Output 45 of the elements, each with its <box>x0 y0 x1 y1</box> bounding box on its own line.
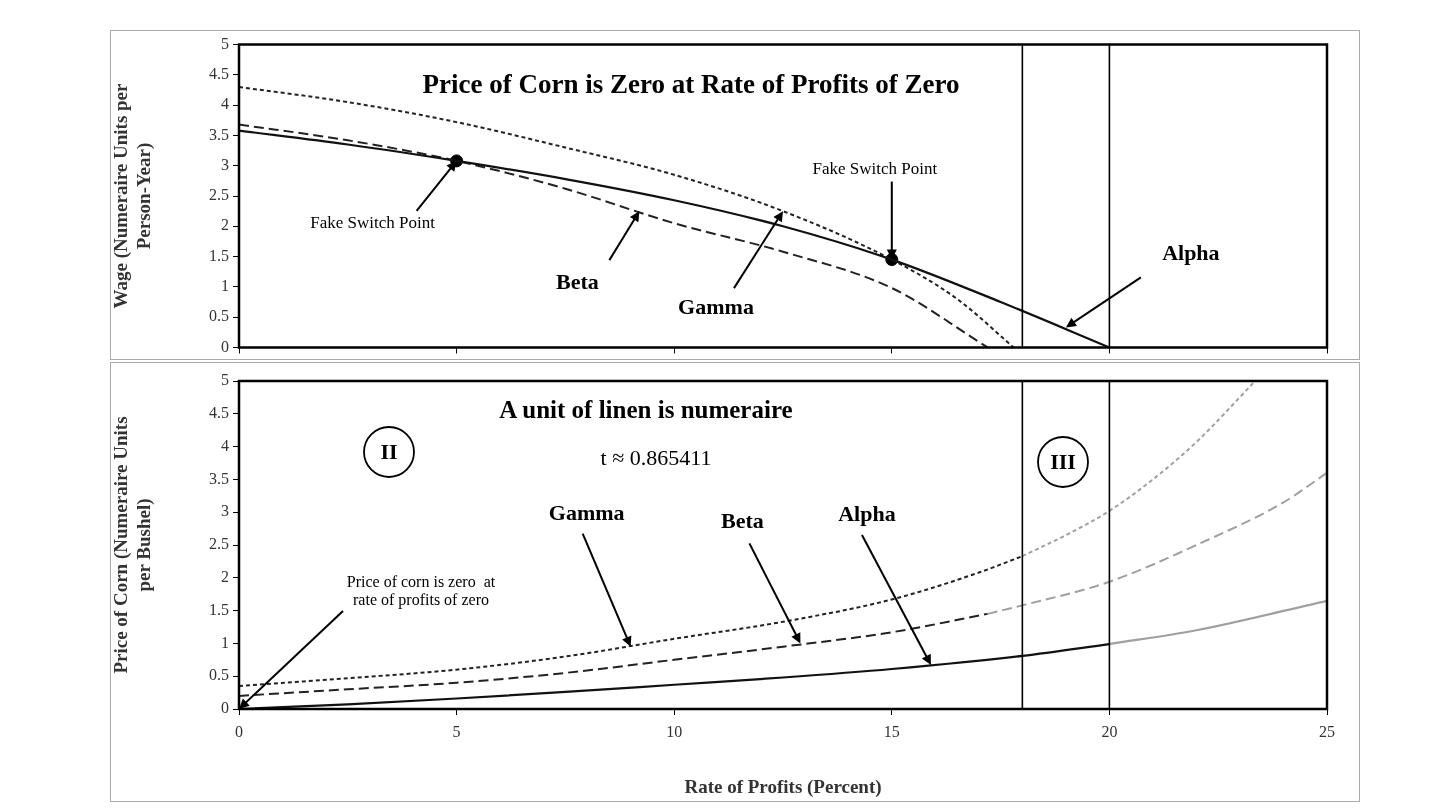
y-tick-label: 1 <box>221 633 229 651</box>
y-tick-label: 4.5 <box>209 404 229 421</box>
x-tick-label: 20 <box>1101 722 1118 740</box>
y-tick-label: 5 <box>221 371 229 389</box>
text: Price of Corn is Zero at Rate of Profits of Zero <box>422 68 960 100</box>
y-axis-title: Wage (Numeraire Units per Person-Year) <box>110 82 156 309</box>
y-tick-label: 0.5 <box>209 666 229 684</box>
y-axis-title: Price of Corn (Numeraire Units per Bushel) <box>110 416 156 674</box>
annotation: Gamma <box>548 499 625 526</box>
y-tick-label: 0 <box>221 337 229 355</box>
y-tick-label: 4.5 <box>209 65 229 83</box>
x-tick-label: 15 <box>883 722 900 740</box>
y-tick-label: 5 <box>221 34 229 52</box>
x-tick-label: 5 <box>452 722 461 740</box>
y-tick-label: 2 <box>221 216 229 234</box>
annotation: Beta <box>555 269 599 296</box>
annotation: Beta <box>721 508 764 535</box>
text: t ≈ 0.865411 <box>600 445 712 471</box>
y-tick-label: 4 <box>221 95 229 113</box>
y-tick-label: 3.5 <box>209 469 229 487</box>
annotation: Alpha <box>838 501 896 528</box>
y-tick-label: 0 <box>221 699 229 717</box>
y-tick-label: 4 <box>221 436 229 454</box>
annotation: II <box>380 439 398 465</box>
y-tick-label: 3 <box>221 155 229 173</box>
y-tick-label: 1.5 <box>209 600 229 618</box>
y-tick-label: 2.5 <box>209 186 229 204</box>
x-axis-title: Rate of Profits (Percent) <box>684 775 882 798</box>
annotation: Gamma <box>678 294 754 321</box>
y-tick-label: 3 <box>221 502 229 520</box>
annotation: Fake Switch Point <box>310 212 435 233</box>
y-tick-label: 1.5 <box>209 246 229 264</box>
y-tick-label: 0.5 <box>209 307 229 325</box>
annotation: III <box>1050 449 1076 475</box>
annotation: Fake Switch Point <box>812 158 938 179</box>
annotation: Alpha <box>1162 240 1220 267</box>
x-tick-label: 10 <box>666 722 683 740</box>
text: A unit of linen is numeraire <box>499 396 793 424</box>
x-tick-label: 25 <box>1319 722 1335 740</box>
y-tick-label: 1 <box>221 277 229 295</box>
y-tick-label: 2 <box>221 568 229 585</box>
x-tick-label: 0 <box>235 722 243 740</box>
y-tick-label: 3.5 <box>209 125 229 143</box>
y-tick-label: 2.5 <box>209 535 229 553</box>
annotation: Price of corn is zero at rate of profits of zero <box>346 573 496 609</box>
